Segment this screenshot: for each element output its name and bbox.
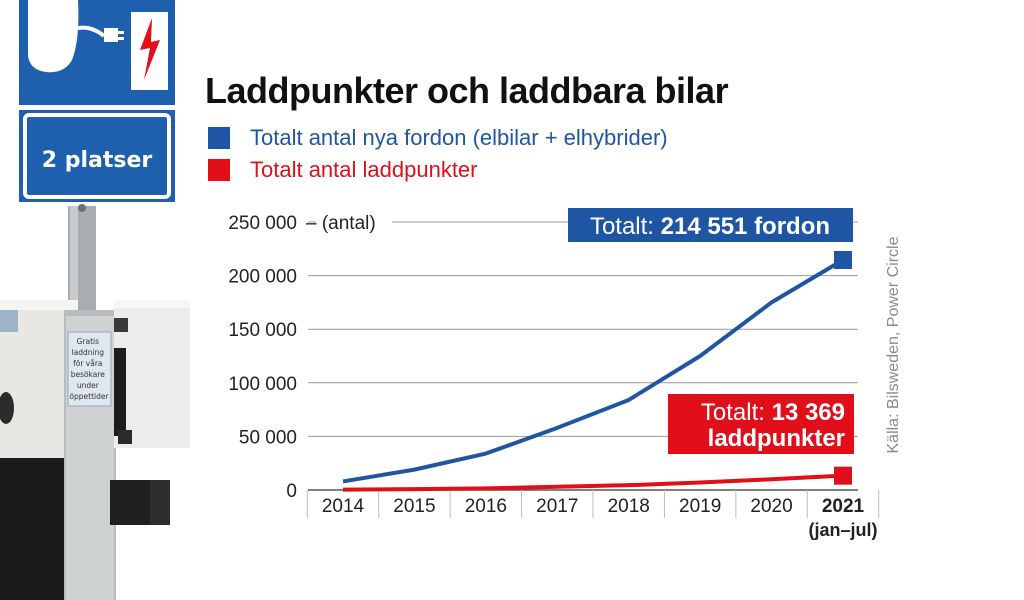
- lightning-icon: [140, 18, 160, 80]
- chart-title: Laddpunkter och laddbara bilar: [205, 70, 729, 111]
- vehicles-end-marker: [834, 251, 852, 270]
- y-tick-label: 100 000: [228, 374, 297, 395]
- sticker-line: besökare: [71, 370, 106, 379]
- chargers-callout-box: [668, 394, 854, 454]
- y-tick-label: 50 000: [239, 427, 297, 448]
- chargers-end-marker: [834, 466, 852, 485]
- x-tick-label: 2020: [750, 496, 792, 517]
- charging-station-photo: 2 platser Gratis laddning för våra besök…: [0, 0, 190, 600]
- legend-label: Totalt antal laddpunkter: [250, 157, 478, 182]
- sticker-line: laddning: [72, 348, 105, 357]
- callout-value: 13 369: [772, 399, 845, 426]
- vehicles-callout-text: Totalt: 214 551 fordon: [590, 213, 830, 240]
- legend-item-vehicles: Totalt antal nya fordon (elbilar + elhyb…: [208, 125, 668, 151]
- y-tick-label: 150 000: [228, 320, 297, 341]
- x-tick-label: 2018: [608, 496, 650, 517]
- legend-swatch-blue: [208, 127, 230, 149]
- callout-boxes: Totalt: 214 551 fordon Totalt: 13 369 la…: [568, 208, 854, 454]
- vehicles-callout-box: [568, 208, 853, 242]
- vehicles-line: [342, 258, 845, 484]
- legend-swatch-red: [208, 159, 230, 181]
- series-lines: [342, 258, 845, 492]
- x-tick-label: 2019: [679, 496, 721, 517]
- x-tick-label: 2021: [822, 496, 865, 517]
- chargers-line: [342, 473, 844, 492]
- chargers-callout-text: Totalt: 13 369: [701, 399, 845, 426]
- x-axis-ticks: 2014 2015 2016 2017 2018 2019 2020 2021 (jan–jul…: [306, 490, 880, 540]
- callout-prefix: Totalt:: [590, 213, 654, 240]
- sticker-line: för våra: [73, 359, 102, 368]
- sticker-line: Gratis: [77, 337, 100, 346]
- y-tick-label: 0: [286, 481, 297, 502]
- y-axis-ticks: 0 50 000 100 000 150 000 200 000 250 000 – (an…: [228, 213, 375, 502]
- x-tick-label: 2017: [536, 496, 578, 517]
- x-tick-sublabel: (jan–jul): [808, 520, 877, 540]
- source-note: Källa: Bilsweden, Power Circle: [885, 236, 902, 454]
- x-tick-label: 2014: [322, 496, 365, 517]
- sticker-line: öppettider: [69, 392, 109, 401]
- sign-spaces-text: 2 platser: [42, 148, 153, 173]
- callout-prefix: Totalt:: [701, 399, 765, 426]
- series-end-markers: [834, 251, 852, 485]
- sticker-line: under: [77, 381, 100, 390]
- chargers-callout-text-line2: laddpunkter: [708, 425, 845, 452]
- y-tick-label: 200 000: [228, 267, 297, 288]
- charger-sticker-text: Gratis laddning för våra besökare under …: [69, 337, 109, 401]
- x-tick-label: 2016: [465, 496, 507, 517]
- legend-item-chargers: Totalt antal laddpunkter: [208, 157, 478, 183]
- callout-value: 214 551 fordon: [661, 213, 830, 240]
- legend-label: Totalt antal nya fordon (elbilar + elhyb…: [250, 125, 668, 150]
- y-tick-label: 250 000: [228, 213, 297, 234]
- y-unit-label-bg: [316, 210, 392, 234]
- y-unit-label: – (antal): [306, 213, 376, 234]
- x-tick-label: 2015: [393, 496, 435, 517]
